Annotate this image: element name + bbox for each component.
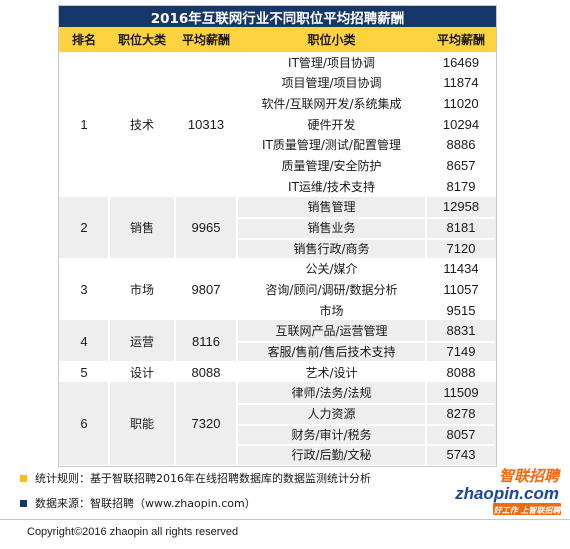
row-divider xyxy=(238,93,495,96)
category-salary-cell: 9965 xyxy=(175,196,237,259)
rank-cell: 5 xyxy=(59,361,109,383)
subcategory-cell: 财务/审计/税务 xyxy=(237,423,426,445)
divider xyxy=(0,519,570,520)
subcategory-cell: 质量管理/安全防护 xyxy=(237,155,426,176)
row-divider xyxy=(238,403,495,406)
category-cell: 技术 xyxy=(109,52,175,197)
category-salary-cell: 10313 xyxy=(175,52,237,197)
row-divider xyxy=(238,299,495,302)
header-col-4: 职位小类 xyxy=(237,27,426,52)
subcategory-cell: IT运维/技术支持 xyxy=(237,175,426,197)
subcategory-cell: IT质量管理/测试/配置管理 xyxy=(237,134,426,156)
subcategory-salary-cell: 11509 xyxy=(426,382,496,404)
row-divider xyxy=(238,175,495,178)
subcategory-salary-cell: 8057 xyxy=(426,423,496,445)
salary-table: 2016年互联网行业不同职位平均招聘薪酬 排名 职位大类 平均薪酬 职位小类 平均薪酬 … xyxy=(58,5,497,467)
subcategory-salary-cell: 7149 xyxy=(426,341,496,362)
subcategory-cell: 软件/互联网开发/系统集成 xyxy=(237,93,426,114)
note-source-text: 数据来源：智联招聘（www.zhaopin.com） xyxy=(35,497,256,510)
rank-cell: 2 xyxy=(59,196,109,259)
subcategory-cell: 销售业务 xyxy=(237,217,426,238)
category-cell: 职能 xyxy=(109,382,175,465)
subcategory-salary-cell: 8181 xyxy=(426,217,496,238)
rank-cell: 4 xyxy=(59,320,109,362)
category-salary-cell: 7320 xyxy=(175,382,237,465)
subcategory-salary-cell: 7120 xyxy=(426,237,496,259)
subcategory-salary-cell: 11020 xyxy=(426,93,496,114)
subcategory-salary-cell: 8886 xyxy=(426,134,496,156)
subcategory-salary-cell: 11057 xyxy=(426,279,496,300)
row-divider xyxy=(238,444,495,447)
zhaopin-logo: 智联招聘 zhaopin.com 好工作 上智联招聘 xyxy=(455,467,563,515)
column-divider xyxy=(108,52,110,465)
row-divider xyxy=(238,423,495,426)
subcategory-salary-cell: 9515 xyxy=(426,299,496,321)
subcategory-salary-cell: 10294 xyxy=(426,113,496,135)
category-cell: 运营 xyxy=(109,320,175,362)
blue-square-icon xyxy=(20,499,27,507)
subcategory-salary-cell: 8657 xyxy=(426,155,496,176)
subcategory-cell: 律师/法务/法规 xyxy=(237,382,426,404)
row-divider xyxy=(238,237,495,240)
category-cell: 设计 xyxy=(109,361,175,383)
subcategory-salary-cell: 8278 xyxy=(426,403,496,424)
subcategory-salary-cell: 8088 xyxy=(426,361,496,383)
subcategory-salary-cell: 11874 xyxy=(426,72,496,94)
subcategory-cell: 艺术/设计 xyxy=(237,361,426,383)
category-salary-cell: 8116 xyxy=(175,320,237,362)
row-divider xyxy=(238,217,495,220)
category-cell: 销售 xyxy=(109,196,175,259)
subcategory-cell: 人力资源 xyxy=(237,403,426,424)
header-col-2: 职位大类 xyxy=(109,27,175,52)
subcategory-cell: 公关/媒介 xyxy=(237,258,426,280)
subcategory-salary-cell: 8179 xyxy=(426,175,496,197)
logo-en-text: zhaopin.com xyxy=(455,484,559,503)
header-col-5: 平均薪酬 xyxy=(426,27,496,52)
row-divider xyxy=(238,279,495,282)
column-divider xyxy=(174,52,176,465)
logo-cn-text: 智联招聘 xyxy=(499,467,561,485)
subcategory-salary-cell: 12958 xyxy=(426,196,496,218)
subcategory-cell: 销售管理 xyxy=(237,196,426,218)
subcategory-cell: 互联网产品/运营管理 xyxy=(237,320,426,342)
subcategory-cell: 销售行政/商务 xyxy=(237,237,426,259)
row-divider xyxy=(238,155,495,158)
subcategory-salary-cell: 16469 xyxy=(426,52,496,73)
row-divider xyxy=(238,134,495,137)
note-rule: 统计规则：基于智联招聘2016年在线招聘数据库的数据监测统计分析 xyxy=(20,470,371,486)
rank-cell: 3 xyxy=(59,258,109,321)
row-divider xyxy=(238,113,495,116)
table-title: 2016年互联网行业不同职位平均招聘薪酬 xyxy=(59,6,496,27)
rank-cell: 6 xyxy=(59,382,109,465)
yellow-square-icon xyxy=(20,474,27,482)
copyright: Copyright©2016 zhaopin all rights reserv… xyxy=(27,526,239,538)
subcategory-cell: IT管理/项目协调 xyxy=(237,52,426,73)
column-divider xyxy=(425,52,427,465)
header-col-1: 排名 xyxy=(59,27,109,52)
subcategory-salary-cell: 11434 xyxy=(426,258,496,280)
note-source: 数据来源：智联招聘（www.zhaopin.com） xyxy=(20,495,256,511)
note-rule-text: 统计规则：基于智联招聘2016年在线招聘数据库的数据监测统计分析 xyxy=(35,472,371,485)
subcategory-salary-cell: 5743 xyxy=(426,444,496,465)
header-col-3: 平均薪酬 xyxy=(175,27,237,52)
column-divider xyxy=(236,52,238,465)
logo-slogan-text: 好工作 上智联招聘 xyxy=(493,506,563,515)
category-cell: 市场 xyxy=(109,258,175,321)
subcategory-cell: 客服/售前/售后技术支持 xyxy=(237,341,426,362)
subcategory-salary-cell: 8831 xyxy=(426,320,496,342)
row-divider xyxy=(238,72,495,75)
subcategory-cell: 咨询/顾问/调研/数据分析 xyxy=(237,279,426,300)
category-salary-cell: 8088 xyxy=(175,361,237,383)
subcategory-cell: 硬件开发 xyxy=(237,113,426,135)
subcategory-cell: 市场 xyxy=(237,299,426,321)
row-divider xyxy=(238,341,495,344)
rank-cell: 1 xyxy=(59,52,109,197)
subcategory-cell: 行政/后勤/文秘 xyxy=(237,444,426,465)
category-salary-cell: 9807 xyxy=(175,258,237,321)
subcategory-cell: 项目管理/项目协调 xyxy=(237,72,426,94)
